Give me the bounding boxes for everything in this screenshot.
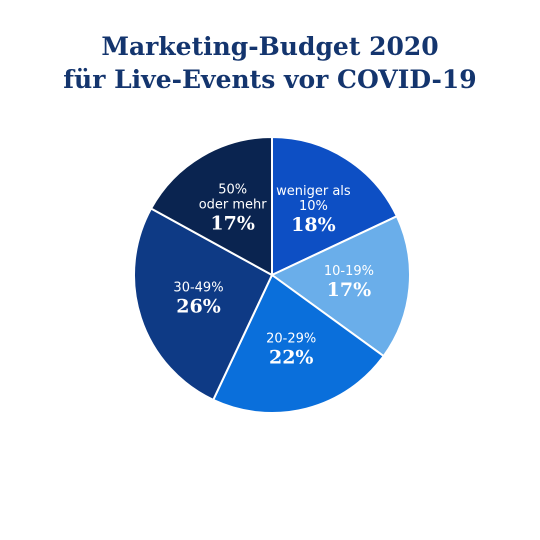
slice-label-group-1: 10-19%17% bbox=[324, 264, 374, 301]
slice-label-3-line-0: 30-49% bbox=[173, 280, 223, 295]
slice-value-2: 22% bbox=[269, 346, 314, 368]
pie-slice-4 bbox=[149, 135, 273, 277]
slice-value-4: 17% bbox=[210, 212, 255, 234]
slice-label-1-line-0: 10-19% bbox=[324, 264, 374, 279]
slice-label-group-3: 30-49%26% bbox=[173, 280, 223, 317]
pie-slice-0 bbox=[271, 135, 399, 277]
slice-label-4-line-1: oder mehr bbox=[199, 197, 268, 212]
chart-title-line-1: Marketing-Budget 2020 bbox=[101, 32, 439, 61]
chart-title: Marketing-Budget 2020 für Live-Events vo… bbox=[0, 30, 540, 96]
slice-value-3: 26% bbox=[176, 295, 221, 317]
chart-title-line-2: für Live-Events vor COVID-19 bbox=[63, 65, 477, 94]
slice-label-0-line-1: 10% bbox=[299, 199, 328, 214]
pie-slice-1 bbox=[270, 214, 411, 358]
slice-label-0-line-0: weniger als bbox=[276, 184, 351, 199]
slice-value-1: 17% bbox=[327, 279, 372, 301]
slice-label-group-2: 20-29%22% bbox=[266, 331, 316, 368]
slice-label-4-line-0: 50% bbox=[218, 182, 247, 197]
slice-label-2-line-0: 20-29% bbox=[266, 331, 316, 346]
slice-value-0: 18% bbox=[291, 214, 336, 236]
